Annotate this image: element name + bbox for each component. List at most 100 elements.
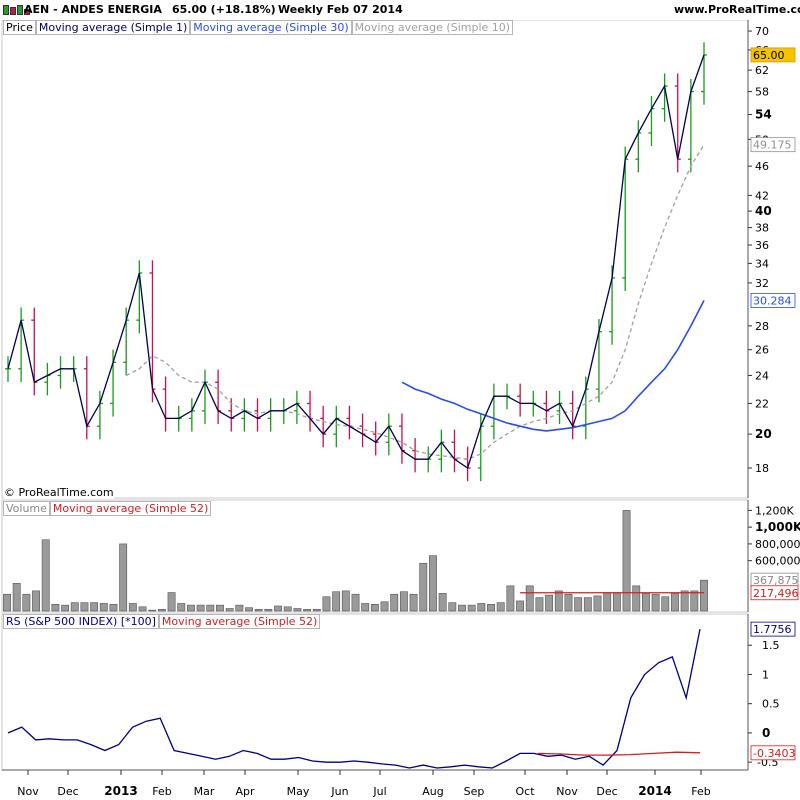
price-panel[interactable]: [5, 42, 707, 482]
volume-bar: [574, 597, 583, 612]
legend-rs[interactable]: RS (S&P 500 INDEX) [*100]: [3, 614, 159, 629]
volume-bar: [51, 603, 60, 612]
candle-red-icon: [10, 7, 16, 15]
legend-price[interactable]: Price: [3, 20, 36, 35]
volume-bar: [361, 603, 370, 612]
volume-bar: [583, 597, 592, 612]
rs-y-label: 0.5: [762, 698, 780, 711]
volume-bar: [612, 592, 621, 612]
x-axis-label: Dec: [57, 785, 78, 798]
volume-bar: [690, 590, 699, 612]
close-line: [7, 54, 705, 470]
legend-volume-ma52[interactable]: Moving average (Simple 52): [49, 501, 212, 516]
volume-bar: [603, 592, 612, 612]
volume-bar: [661, 596, 670, 612]
volume-bar: [128, 603, 137, 612]
period-label: Weekly Feb 07 2014: [278, 3, 403, 16]
volume-bar: [467, 604, 476, 612]
volume-bar: [622, 510, 631, 612]
price-y-label: 26: [755, 344, 769, 357]
legend-ma1[interactable]: Moving average (Simple 1): [35, 20, 191, 35]
x-axis-label: Aug: [422, 785, 443, 798]
price-y-label: 20: [755, 427, 772, 441]
candle-red-icon: [24, 9, 30, 15]
volume-bar: [496, 602, 505, 612]
rs-y-label: 1.5: [762, 639, 780, 652]
x-axis-label: Mar: [194, 785, 215, 798]
volume-bar: [196, 604, 205, 612]
legend-ma10[interactable]: Moving average (Simple 10): [351, 20, 514, 35]
legend-ma30[interactable]: Moving average (Simple 30): [190, 20, 352, 35]
volume-bar: [525, 585, 534, 612]
volume-bar: [177, 603, 186, 612]
price-legend: Price Moving average (Simple 1) Moving a…: [3, 20, 514, 35]
volume-bar: [554, 590, 563, 612]
x-axis-label: Feb: [152, 785, 171, 798]
volume-bar: [419, 562, 428, 612]
rs-line: [7, 628, 701, 769]
volume-bar: [80, 602, 89, 612]
volume-y-label: 1,000K: [755, 520, 800, 534]
x-axis-label: Nov: [17, 785, 39, 798]
rs-ma-tag: -0.3403: [753, 747, 795, 760]
volume-bar: [448, 602, 457, 612]
volume-legend: Volume Moving average (Simple 52): [3, 501, 212, 516]
volume-bar: [3, 593, 11, 612]
volume-bar: [274, 605, 282, 612]
volume-bar: [438, 593, 447, 612]
legend-volume[interactable]: Volume: [3, 501, 50, 516]
price-tag: 65.00: [753, 49, 785, 62]
volume-bar: [109, 603, 118, 612]
window-control-icons[interactable]: [3, 5, 31, 18]
legend-rs-ma52[interactable]: Moving average (Simple 52): [158, 614, 321, 629]
sma10-line: [125, 144, 705, 460]
volume-bar: [593, 595, 602, 612]
price-change: 65.00 (+18.18%): [172, 3, 276, 16]
volume-bar: [245, 607, 253, 612]
x-axis-label: Feb: [691, 785, 710, 798]
rs-y-label: 0: [762, 726, 770, 740]
volume-bar: [680, 590, 689, 612]
candle-green-icon: [17, 5, 23, 15]
rs-ma-tag-bg: [750, 745, 796, 761]
volume-bar: [506, 585, 515, 612]
rs-panel[interactable]: [7, 628, 701, 769]
x-axis-label: Nov: [556, 785, 578, 798]
price-tag-bg: [750, 47, 796, 63]
price-y-label: 54: [755, 108, 772, 122]
rs-tag-bg: [750, 621, 796, 637]
volume-bar: [119, 543, 128, 612]
volume-bar: [516, 600, 524, 612]
volume-bar: [90, 602, 99, 612]
volume-bar: [148, 609, 157, 612]
volume-bar: [264, 609, 273, 612]
site-link[interactable]: www.ProRealTime.com: [674, 3, 800, 16]
price-y-label: 18: [755, 462, 769, 475]
ma30-tag-bg: [750, 293, 796, 308]
volume-bar: [409, 593, 418, 612]
volume-bar: [157, 609, 166, 612]
volume-bar: [70, 602, 79, 612]
volume-bar: [225, 608, 234, 612]
volume-bar: [632, 585, 641, 612]
x-axis-label: 2014: [638, 784, 671, 798]
price-y-label: 36: [755, 239, 769, 252]
x-axis-label: Jul: [372, 785, 386, 798]
volume-panel[interactable]: [3, 510, 708, 612]
volume-bar: [332, 591, 341, 612]
rs-tag: 1.7756: [753, 623, 792, 636]
candle-green-icon: [3, 5, 9, 15]
ma30-tag: 30.284: [753, 294, 792, 307]
volume-ma-tag-bg: [750, 585, 799, 601]
x-axis-label: 2013: [104, 784, 137, 798]
price-y-label: 62: [755, 64, 769, 77]
panel-frame: [1, 19, 749, 499]
volume-bar: [216, 604, 224, 612]
rs-ma52-line: [537, 751, 701, 756]
volume-bar: [545, 594, 554, 612]
price-y-label: 24: [755, 369, 769, 382]
price-y-label: 46: [755, 160, 769, 173]
volume-bar: [293, 608, 302, 612]
price-y-label: 32: [755, 277, 769, 290]
volume-bar: [303, 609, 312, 612]
